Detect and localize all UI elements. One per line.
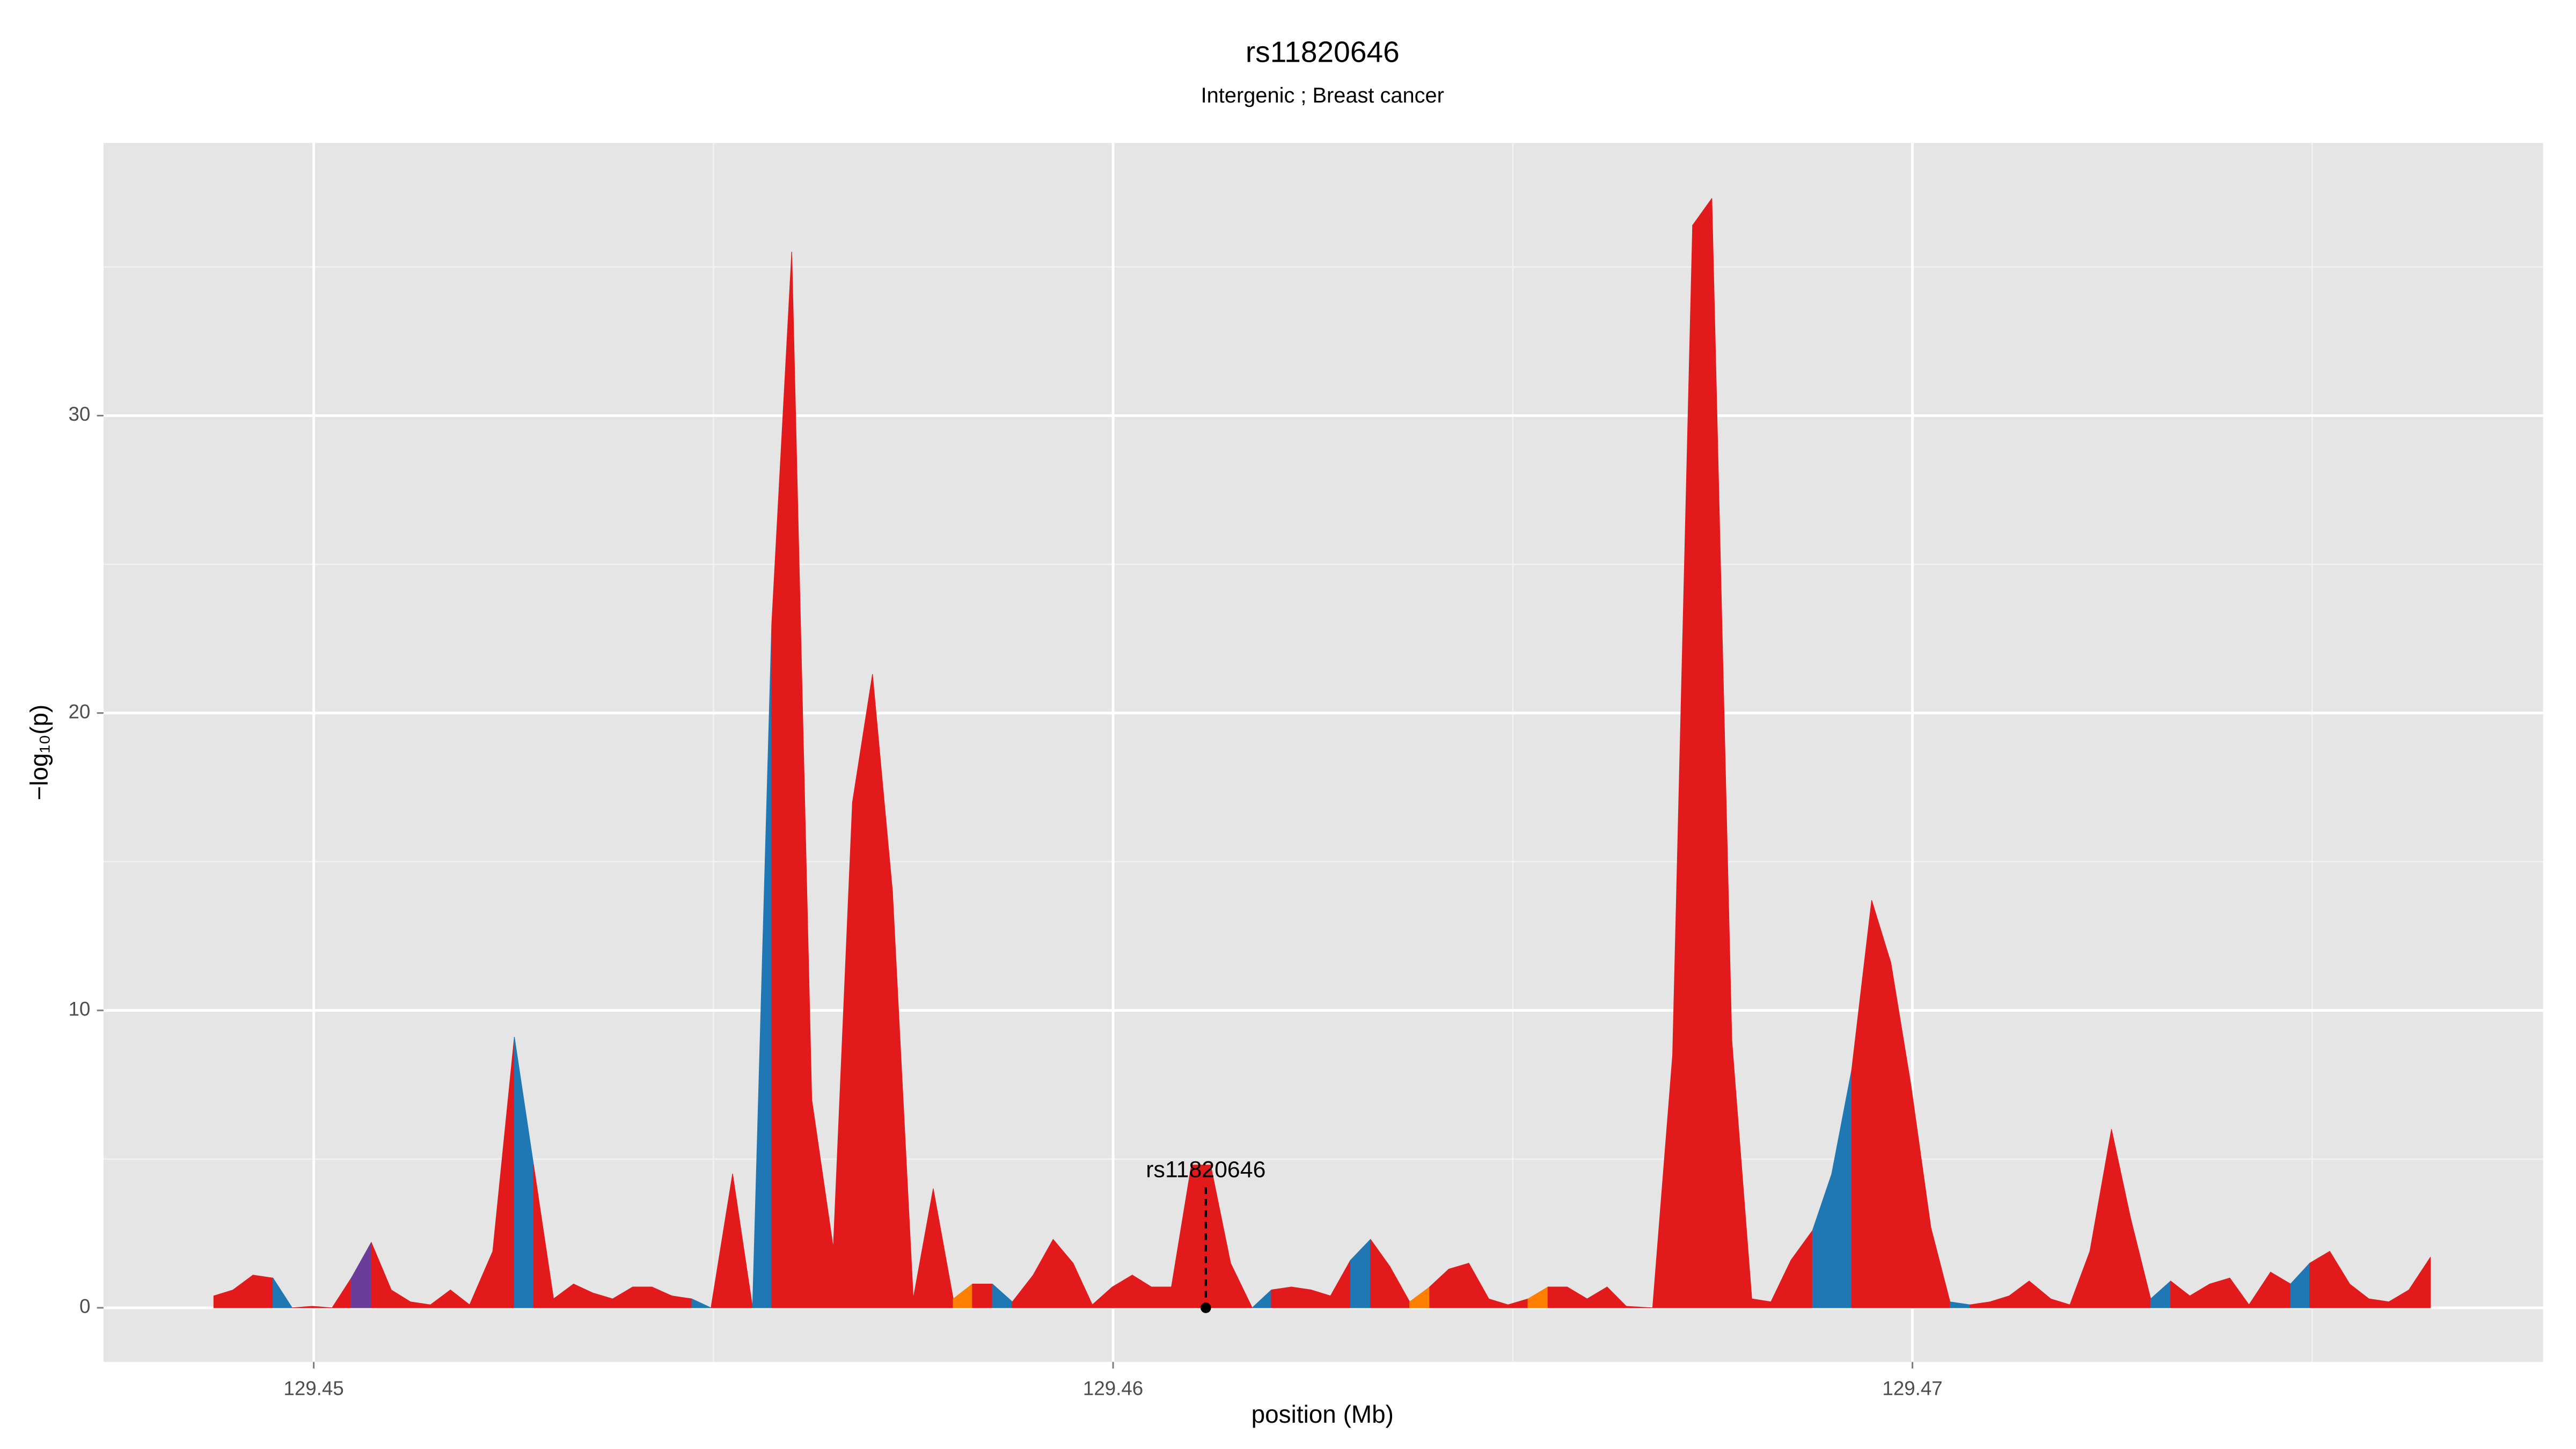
x-tick-label: 129.47 — [1882, 1377, 1942, 1399]
area-segment — [732, 1173, 753, 1308]
chart-title: rs11820646 — [1246, 35, 1400, 69]
chart-subtitle: Intergenic ; Breast cancer — [1201, 84, 1444, 107]
y-tick-label: 30 — [69, 403, 91, 425]
area-segment — [1547, 1286, 1568, 1308]
area-segment — [1692, 198, 1713, 1308]
y-tick-label: 20 — [69, 700, 91, 722]
area-segment — [691, 1298, 712, 1308]
area-segment — [1448, 1263, 1469, 1308]
area-segment — [972, 1283, 993, 1308]
area-segment — [312, 1306, 333, 1308]
marks — [213, 198, 2431, 1308]
y-axis-label: −log₁₀(p) — [25, 705, 53, 801]
x-tick-label: 129.46 — [1083, 1377, 1143, 1399]
labels: 129.45 129.46 129.47 0 10 20 30 rs11820646 — [69, 403, 1943, 1399]
annotation-dot — [1201, 1302, 1211, 1313]
area-segment — [273, 1277, 292, 1308]
area-segment — [2408, 1257, 2431, 1308]
x-axis-label: position (Mb) — [1252, 1400, 1394, 1428]
y-tick-label: 0 — [79, 1296, 90, 1318]
annotation-label: rs11820646 — [1146, 1157, 1265, 1182]
area-segment — [1271, 1286, 1292, 1308]
area-segment — [1191, 1165, 1211, 1308]
area-segment — [252, 1275, 274, 1308]
area-segment — [1871, 900, 1891, 1308]
area-segment — [1291, 1286, 1312, 1308]
plot-background — [103, 143, 2543, 1362]
area-segment — [1626, 1306, 1653, 1308]
area-segment — [632, 1286, 653, 1308]
area-segment — [1151, 1286, 1172, 1308]
area-segment — [1230, 1263, 1253, 1308]
x-tick-label: 129.45 — [283, 1377, 343, 1399]
y-tick-label: 10 — [69, 998, 91, 1020]
